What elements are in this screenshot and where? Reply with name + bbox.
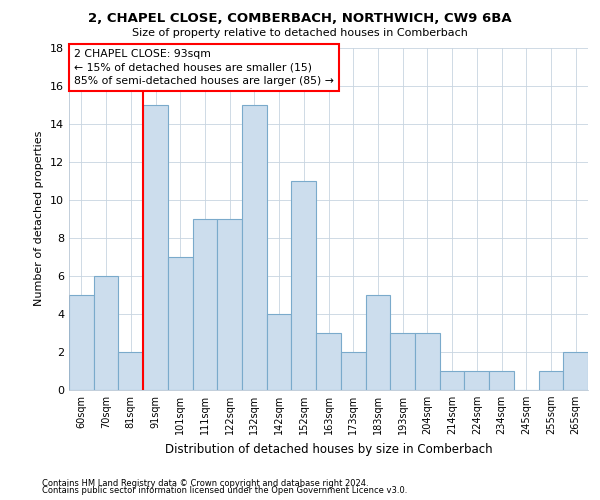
Text: Size of property relative to detached houses in Comberbach: Size of property relative to detached ho… (132, 28, 468, 38)
Bar (69, 295, 94, 390)
Bar (489, 371, 514, 390)
X-axis label: Distribution of detached houses by size in Comberbach: Distribution of detached houses by size … (164, 442, 493, 456)
Bar (143, 104, 168, 390)
Bar (267, 314, 292, 390)
Y-axis label: Number of detached properties: Number of detached properties (34, 131, 44, 306)
Bar (365, 295, 390, 390)
Bar (341, 352, 365, 390)
Bar (316, 333, 341, 390)
Bar (563, 352, 588, 390)
Bar (415, 333, 440, 390)
Bar (118, 352, 143, 390)
Bar (217, 219, 242, 390)
Bar (168, 257, 193, 390)
Bar (464, 371, 489, 390)
Text: Contains public sector information licensed under the Open Government Licence v3: Contains public sector information licen… (42, 486, 407, 495)
Text: Contains HM Land Registry data © Crown copyright and database right 2024.: Contains HM Land Registry data © Crown c… (42, 478, 368, 488)
Bar (193, 219, 217, 390)
Text: 2, CHAPEL CLOSE, COMBERBACH, NORTHWICH, CW9 6BA: 2, CHAPEL CLOSE, COMBERBACH, NORTHWICH, … (88, 12, 512, 26)
Bar (390, 333, 415, 390)
Bar (242, 104, 267, 390)
Bar (94, 276, 118, 390)
Bar (292, 180, 316, 390)
Bar (539, 371, 563, 390)
Bar (440, 371, 464, 390)
Text: 2 CHAPEL CLOSE: 93sqm
← 15% of detached houses are smaller (15)
85% of semi-deta: 2 CHAPEL CLOSE: 93sqm ← 15% of detached … (74, 49, 334, 86)
